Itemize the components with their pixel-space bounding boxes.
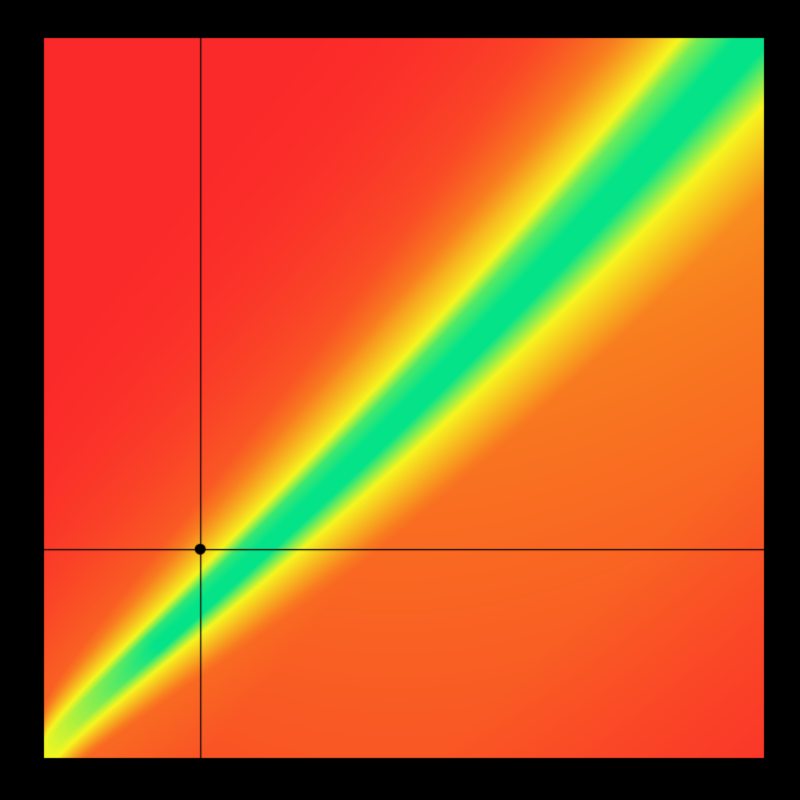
bottleneck-heatmap [0,0,800,800]
chart-container: TheBottleneck.com [0,0,800,800]
